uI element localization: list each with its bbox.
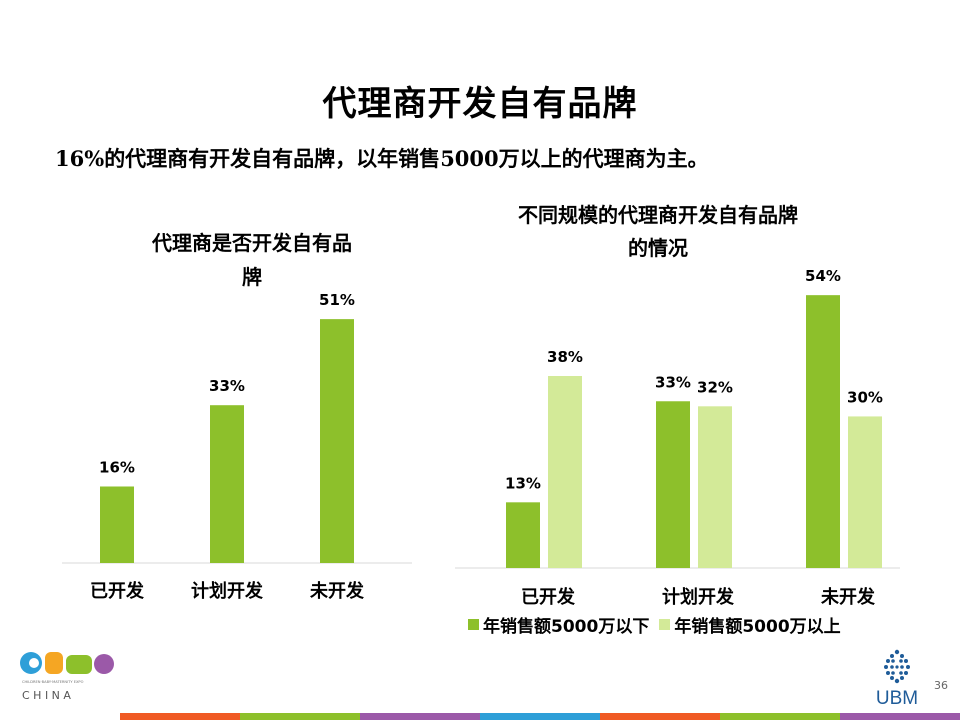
ubm-logo-text: UBM (876, 688, 918, 708)
cbme-b-shape (45, 652, 63, 674)
chart2-title-line1: 不同规模的代理商开发自有品牌 (518, 203, 798, 227)
stripe-segment (360, 713, 480, 720)
subtitle-percent: 16% (55, 146, 105, 171)
chart2-data-label: 30% (847, 388, 883, 406)
chart2-legend: 年销售额5000万以下 年销售额5000万以上 (468, 612, 851, 637)
legend-label-below: 年销售额5000万以下 (483, 617, 650, 637)
stripe-segment (720, 713, 840, 720)
chart2-bar (656, 401, 690, 568)
chart2-category-label: 未开发 (821, 586, 876, 608)
chart1-data-label: 16% (99, 458, 135, 476)
chart1-title-line1: 代理商是否开发自有品 (151, 231, 352, 255)
ubm-logo: UBM (876, 649, 918, 708)
chart2-data-label: 13% (505, 474, 541, 492)
chart2-bar (848, 416, 882, 568)
chart1-bar (100, 486, 134, 563)
cbme-m-shape (66, 655, 92, 674)
chart2-bar (806, 295, 840, 568)
page-number: 36 (934, 679, 948, 692)
chart2-title-line2: 的情况 (628, 236, 688, 260)
chart2-bar (548, 376, 582, 568)
chart2-category-label: 计划开发 (662, 586, 735, 608)
chart1-data-label: 33% (209, 377, 245, 395)
legend-swatch-light-green (659, 619, 671, 630)
subtitle-number: 5000 (440, 146, 499, 171)
stripe-segment (840, 713, 960, 720)
cbme-logo: CHILDREN·BABY·MATERNITY EXPO C H I N A (20, 652, 114, 702)
cbme-china-text: C H I N A (22, 689, 71, 702)
subtitle-text: 的代理商有开发自有品牌，以年销售 (104, 147, 441, 171)
chart1-category-label: 未开发 (310, 580, 365, 602)
bottom-color-stripe (120, 713, 960, 720)
chart2-data-label: 38% (547, 348, 583, 366)
slide-title: 代理商开发自有品牌 (322, 84, 638, 124)
chart1-data-label: 51% (319, 291, 355, 309)
chart2-data-label: 54% (805, 267, 841, 285)
stripe-segment (120, 713, 240, 720)
cbme-e-shape (94, 654, 114, 674)
chart2-data-label: 33% (655, 373, 691, 391)
chart2-bar (506, 502, 540, 568)
chart1-category-label: 计划开发 (191, 580, 264, 602)
chart2-data-label: 32% (697, 378, 733, 396)
chart1-bar (210, 405, 244, 563)
subtitle-tail: 万以上的代理商为主。 (498, 147, 709, 171)
slide-subtitle: 16%的代理商有开发自有品牌，以年销售5000万以上的代理商为主。 (55, 143, 709, 173)
legend-swatch-dark-green (468, 619, 479, 630)
ubm-dots-icon (884, 649, 910, 684)
stripe-segment (240, 713, 360, 720)
legend-item-above-5000: 年销售额5000万以上 (659, 612, 841, 637)
legend-item-below-5000: 年销售额5000万以下 (468, 612, 649, 637)
chart1-title-line2: 牌 (242, 265, 262, 289)
chart2-category-label: 已开发 (521, 586, 576, 608)
stripe-segment (480, 713, 600, 720)
cbme-small-text: CHILDREN·BABY·MATERNITY EXPO (22, 680, 84, 684)
chart1-category-label: 已开发 (90, 580, 145, 602)
legend-label-above: 年销售额5000万以上 (674, 617, 841, 637)
chart2-bar (698, 406, 732, 568)
chart1-bar (320, 319, 354, 563)
stripe-segment (600, 713, 720, 720)
